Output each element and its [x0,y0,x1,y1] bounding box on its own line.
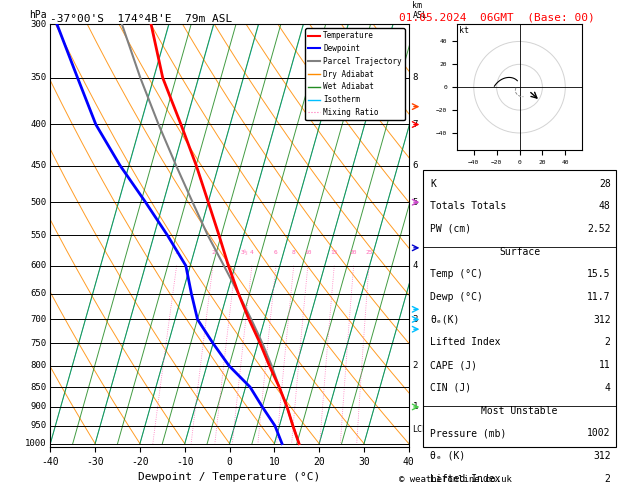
Text: 950: 950 [31,421,47,430]
Text: 01.05.2024  06GMT  (Base: 00): 01.05.2024 06GMT (Base: 00) [399,12,595,22]
Text: Surface: Surface [499,247,540,257]
Text: 750: 750 [31,339,47,348]
Text: 700: 700 [31,315,47,324]
Legend: Temperature, Dewpoint, Parcel Trajectory, Dry Adiabat, Wet Adiabat, Isotherm, Mi: Temperature, Dewpoint, Parcel Trajectory… [305,28,405,120]
Text: 11: 11 [599,360,611,370]
Text: K: K [430,178,437,189]
Text: 312: 312 [593,451,611,461]
Text: 20: 20 [350,250,357,255]
Text: 900: 900 [31,402,47,412]
Text: 600: 600 [31,261,47,270]
Text: hPa: hPa [29,10,47,20]
Text: 25: 25 [365,250,373,255]
Text: 6: 6 [274,250,278,255]
Text: Temp (°C): Temp (°C) [430,269,483,279]
Text: CIN (J): CIN (J) [430,383,472,393]
Text: 3½: 3½ [240,250,248,255]
Text: 850: 850 [31,382,47,392]
Text: kt: kt [459,26,469,35]
Text: 1002: 1002 [587,428,611,438]
Text: -37°00'S  174°4B'E  79m ASL: -37°00'S 174°4B'E 79m ASL [50,14,233,23]
Text: Mixing Ratio (g/kg): Mixing Ratio (g/kg) [441,209,450,304]
Text: 15.5: 15.5 [587,269,611,279]
Text: 300: 300 [31,20,47,29]
Text: 5: 5 [413,198,418,207]
Text: 48: 48 [599,201,611,211]
Text: θₑ (K): θₑ (K) [430,451,465,461]
Text: 10: 10 [304,250,311,255]
Text: 2: 2 [413,362,418,370]
Text: 400: 400 [31,120,47,129]
Text: LCL: LCL [413,425,428,434]
Text: Lifted Index: Lifted Index [430,337,501,347]
Text: km
ASL: km ASL [413,0,428,20]
Text: 28: 28 [599,178,611,189]
Text: 7: 7 [413,120,418,129]
Text: 11.7: 11.7 [587,292,611,302]
Text: 2: 2 [604,337,611,347]
Text: 2.52: 2.52 [587,224,611,234]
Text: 550: 550 [31,231,47,240]
Text: 4: 4 [604,383,611,393]
Text: 8: 8 [413,73,418,83]
Text: Totals Totals: Totals Totals [430,201,507,211]
Text: 650: 650 [31,289,47,298]
Text: 450: 450 [31,161,47,170]
Text: 4: 4 [250,250,253,255]
Text: 1: 1 [413,402,418,412]
Text: Most Unstable: Most Unstable [481,406,558,416]
Text: 6: 6 [413,161,418,170]
Text: Lifted Index: Lifted Index [430,474,501,484]
Text: 1: 1 [175,250,179,255]
Text: 350: 350 [31,73,47,83]
Text: 1000: 1000 [25,439,47,448]
Text: 800: 800 [31,362,47,370]
Text: Pressure (mb): Pressure (mb) [430,428,507,438]
Text: 15: 15 [330,250,338,255]
Text: PW (cm): PW (cm) [430,224,472,234]
Text: © weatheronline.co.uk: © weatheronline.co.uk [399,474,512,484]
Text: 312: 312 [593,315,611,325]
Text: CAPE (J): CAPE (J) [430,360,477,370]
Text: 4: 4 [413,261,418,270]
Text: 3: 3 [413,315,418,324]
X-axis label: Dewpoint / Temperature (°C): Dewpoint / Temperature (°C) [138,472,321,483]
Text: Dewp (°C): Dewp (°C) [430,292,483,302]
Text: 2: 2 [211,250,214,255]
Text: 500: 500 [31,198,47,207]
Text: 8: 8 [292,250,296,255]
Text: θₑ(K): θₑ(K) [430,315,460,325]
Text: 2: 2 [604,474,611,484]
